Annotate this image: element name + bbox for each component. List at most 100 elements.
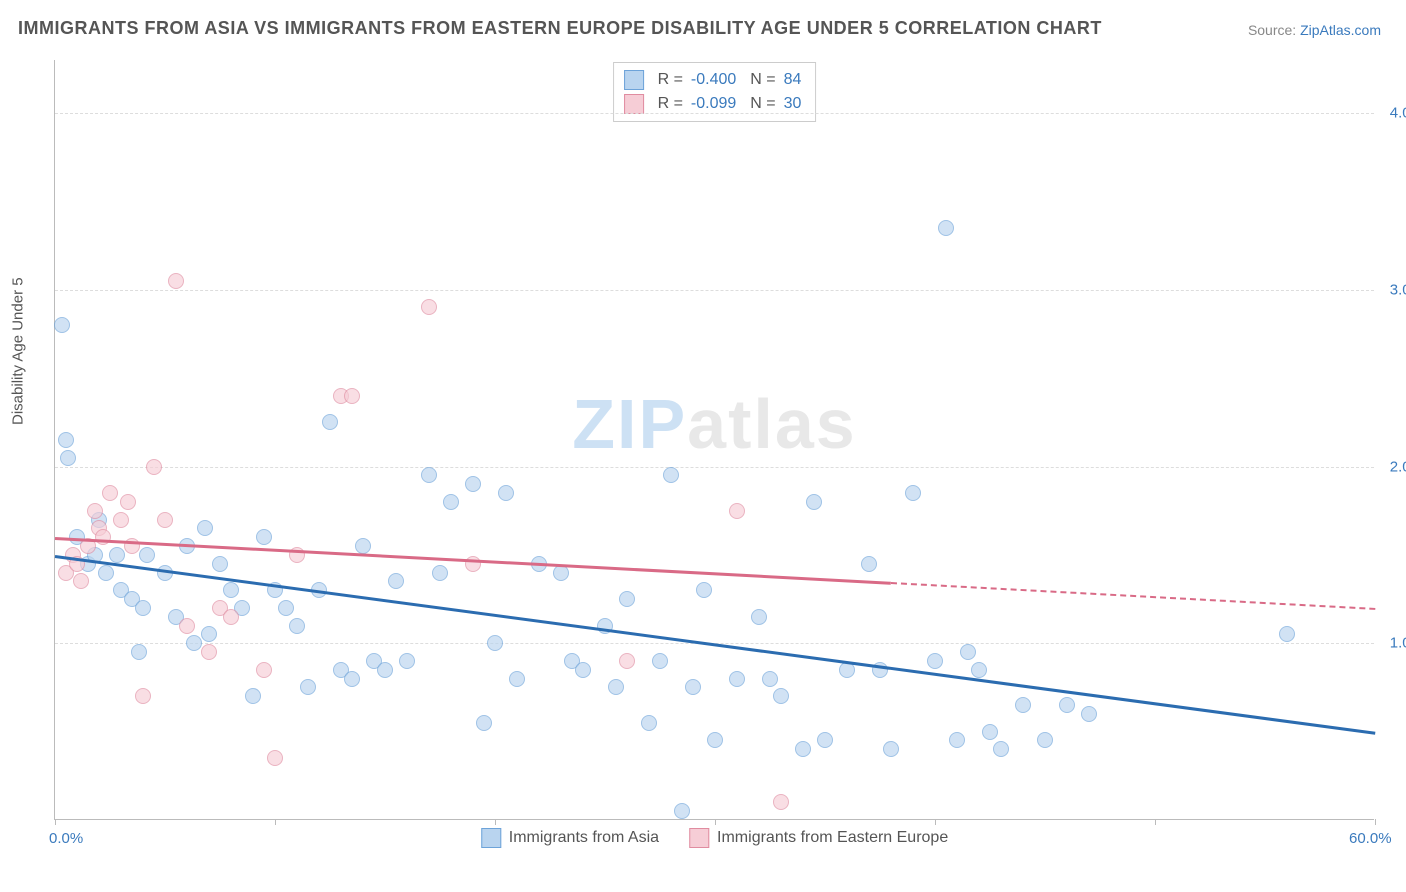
ytick-label: 4.0% [1390,105,1406,122]
legend-swatch-eeur [689,828,709,848]
trend-line [891,582,1375,610]
data-point-eeur [146,459,162,475]
data-point-asia [377,662,393,678]
data-point-asia [465,476,481,492]
n-value: 30 [784,95,802,113]
data-point-asia [696,582,712,598]
data-point-asia [432,565,448,581]
data-point-asia [751,609,767,625]
watermark-part2: atlas [687,385,857,463]
data-point-asia [652,653,668,669]
data-point-asia [135,600,151,616]
data-point-eeur [120,494,136,510]
data-point-asia [421,467,437,483]
data-point-asia [685,679,701,695]
watermark-part1: ZIP [572,385,687,463]
data-point-eeur [87,503,103,519]
data-point-asia [971,662,987,678]
data-point-eeur [729,503,745,519]
ytick-label: 1.0% [1390,635,1406,652]
stats-row-asia: R = -0.400 N = 84 [624,68,802,92]
data-point-asia [399,653,415,669]
data-point-asia [861,556,877,572]
data-point-eeur [267,750,283,766]
data-point-asia [355,538,371,554]
data-point-asia [729,671,745,687]
data-point-eeur [256,662,272,678]
trend-line [55,555,1375,735]
data-point-asia [278,600,294,616]
chart-plot-area: ZIPatlas R = -0.400 N = 84 R = -0.099 N … [54,60,1374,820]
data-point-asia [773,688,789,704]
xtick-mark [935,819,936,825]
data-point-asia [960,644,976,660]
data-point-asia [883,741,899,757]
xtick-mark [1375,819,1376,825]
data-point-asia [300,679,316,695]
data-point-eeur [168,273,184,289]
data-point-asia [663,467,679,483]
data-point-asia [938,220,954,236]
data-point-asia [98,565,114,581]
xtick-mark [715,819,716,825]
data-point-eeur [135,688,151,704]
data-point-asia [1037,732,1053,748]
xtick-label: 60.0% [1349,830,1392,847]
data-point-eeur [619,653,635,669]
r-label: R = [658,71,683,89]
data-point-asia [927,653,943,669]
data-point-asia [509,671,525,687]
data-point-asia [1059,697,1075,713]
legend-label: Immigrants from Asia [509,829,659,847]
ytick-label: 2.0% [1390,458,1406,475]
data-point-asia [322,414,338,430]
data-point-asia [993,741,1009,757]
data-point-asia [256,529,272,545]
legend-item-eeur: Immigrants from Eastern Europe [689,828,948,848]
r-label: R = [658,95,683,113]
xtick-label: 0.0% [49,830,83,847]
data-point-asia [289,618,305,634]
y-axis-label: Disability Age Under 5 [10,277,27,425]
data-point-asia [949,732,965,748]
data-point-asia [498,485,514,501]
data-point-asia [795,741,811,757]
source-link[interactable]: ZipAtlas.com [1300,22,1381,38]
gridline-h [55,113,1374,114]
data-point-asia [608,679,624,695]
chart-title: IMMIGRANTS FROM ASIA VS IMMIGRANTS FROM … [18,18,1102,39]
data-point-asia [60,450,76,466]
series-legend: Immigrants from Asia Immigrants from Eas… [481,828,948,848]
watermark: ZIPatlas [572,384,856,464]
data-point-asia [982,724,998,740]
data-point-asia [54,317,70,333]
xtick-mark [495,819,496,825]
data-point-asia [487,635,503,651]
data-point-eeur [773,794,789,810]
source-attribution: Source: ZipAtlas.com [1248,22,1381,38]
xtick-mark [55,819,56,825]
data-point-asia [212,556,228,572]
data-point-asia [1081,706,1097,722]
trend-line [55,537,891,585]
data-point-asia [186,635,202,651]
data-point-asia [58,432,74,448]
data-point-asia [641,715,657,731]
data-point-eeur [344,388,360,404]
swatch-eeur [624,94,644,114]
data-point-eeur [179,618,195,634]
data-point-asia [674,803,690,819]
data-point-asia [707,732,723,748]
data-point-eeur [157,512,173,528]
n-label: N = [750,71,775,89]
data-point-asia [806,494,822,510]
legend-swatch-asia [481,828,501,848]
xtick-mark [1155,819,1156,825]
data-point-asia [1015,697,1031,713]
xtick-mark [275,819,276,825]
data-point-eeur [201,644,217,660]
legend-item-asia: Immigrants from Asia [481,828,659,848]
legend-label: Immigrants from Eastern Europe [717,829,948,847]
data-point-asia [223,582,239,598]
swatch-asia [624,70,644,90]
